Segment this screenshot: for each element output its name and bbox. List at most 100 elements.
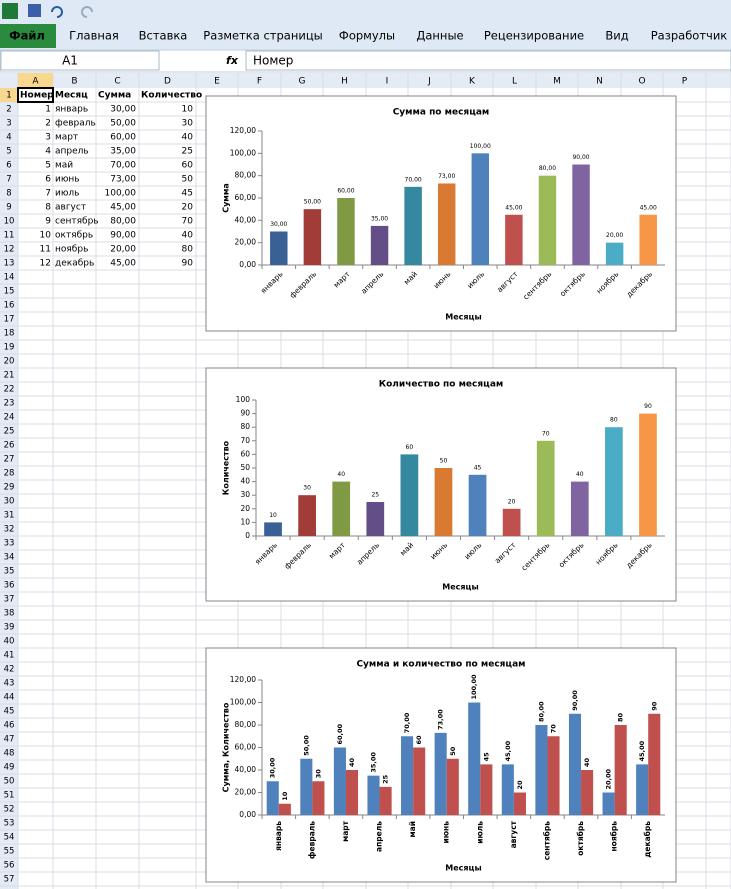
- formula-input[interactable]: [245, 50, 731, 71]
- cell[interactable]: 4: [45, 147, 51, 157]
- cell[interactable]: февраль: [55, 119, 96, 129]
- row-header[interactable]: 3: [6, 119, 11, 129]
- row-header[interactable]: 36: [4, 581, 15, 591]
- cell[interactable]: 45: [182, 189, 193, 199]
- row-header[interactable]: 47: [4, 735, 15, 745]
- cell[interactable]: 30: [182, 119, 194, 129]
- header-cell[interactable]: Месяц: [55, 91, 88, 101]
- column-header[interactable]: N: [596, 77, 603, 87]
- row-header[interactable]: 34: [4, 553, 15, 563]
- header-cell[interactable]: Количество: [141, 91, 202, 101]
- cell[interactable]: май: [55, 161, 73, 171]
- cell[interactable]: 45,00: [110, 259, 136, 269]
- row-header[interactable]: 49: [4, 763, 15, 773]
- column-header[interactable]: B: [71, 77, 77, 87]
- row-header[interactable]: 9: [6, 203, 11, 213]
- row-header[interactable]: 30: [4, 497, 15, 507]
- row-header[interactable]: 56: [4, 861, 15, 871]
- row-header[interactable]: 26: [4, 441, 15, 451]
- row-header[interactable]: 37: [4, 595, 15, 605]
- cell[interactable]: 40: [182, 231, 194, 241]
- cell[interactable]: 45,00: [110, 203, 136, 213]
- column-header[interactable]: P: [682, 77, 688, 87]
- cell[interactable]: сентябрь: [55, 217, 99, 227]
- column-header[interactable]: E: [214, 77, 220, 87]
- row-header[interactable]: 8: [6, 189, 11, 199]
- name-box[interactable]: [0, 50, 160, 71]
- row-header[interactable]: 43: [4, 679, 15, 689]
- row-header[interactable]: 27: [4, 455, 15, 465]
- row-header[interactable]: 29: [4, 483, 15, 493]
- ribbon-tab[interactable]: Рецензирование: [484, 29, 584, 43]
- column-header[interactable]: G: [299, 77, 306, 87]
- cell[interactable]: 20: [182, 203, 194, 213]
- row-header[interactable]: 4: [6, 133, 11, 143]
- cell[interactable]: июль: [55, 189, 79, 199]
- cell[interactable]: 80,00: [110, 217, 136, 227]
- cell[interactable]: 6: [45, 175, 51, 185]
- row-header[interactable]: 24: [4, 413, 15, 423]
- ribbon-tab[interactable]: Файл: [9, 29, 45, 43]
- cell[interactable]: 1: [45, 105, 51, 115]
- cell[interactable]: 8: [45, 203, 51, 213]
- header-cell[interactable]: Номер: [20, 91, 54, 101]
- row-header[interactable]: 19: [4, 343, 15, 353]
- cell[interactable]: октябрь: [55, 231, 93, 241]
- row-header[interactable]: 39: [4, 623, 15, 633]
- cell[interactable]: 60,00: [110, 133, 136, 143]
- row-header[interactable]: 20: [4, 357, 15, 367]
- ribbon-tab[interactable]: Разработчик: [651, 29, 728, 43]
- row-header[interactable]: 22: [4, 385, 15, 395]
- row-header[interactable]: 23: [4, 399, 15, 409]
- row-header[interactable]: 21: [4, 371, 15, 381]
- redo-icon[interactable]: [81, 6, 93, 18]
- row-header[interactable]: 12: [4, 245, 15, 255]
- row-header[interactable]: 38: [4, 609, 15, 619]
- cell[interactable]: 80: [182, 245, 194, 255]
- undo-icon[interactable]: [51, 6, 63, 18]
- row-header[interactable]: 32: [4, 525, 15, 535]
- row-header[interactable]: 42: [4, 665, 15, 675]
- cell[interactable]: июнь: [55, 175, 80, 185]
- cell[interactable]: 3: [45, 133, 51, 143]
- column-header[interactable]: K: [469, 77, 476, 87]
- row-header[interactable]: 50: [4, 777, 15, 787]
- cell[interactable]: 73,00: [110, 175, 136, 185]
- row-header[interactable]: 40: [4, 637, 15, 647]
- cell[interactable]: март: [55, 133, 78, 143]
- cell[interactable]: 70: [182, 217, 194, 227]
- row-header[interactable]: 6: [6, 161, 11, 171]
- cell[interactable]: 11: [40, 245, 51, 255]
- cell[interactable]: декабрь: [55, 259, 94, 269]
- cell[interactable]: 90,00: [110, 231, 136, 241]
- row-header[interactable]: 11: [4, 231, 15, 241]
- cell[interactable]: 70,00: [110, 161, 136, 171]
- row-header[interactable]: 13: [4, 259, 15, 269]
- row-header[interactable]: 55: [4, 847, 15, 857]
- cell[interactable]: 50: [182, 175, 194, 185]
- column-header[interactable]: I: [386, 77, 389, 87]
- cell[interactable]: 50,00: [110, 119, 136, 129]
- cell[interactable]: 40: [182, 133, 194, 143]
- row-header[interactable]: 7: [6, 175, 11, 185]
- row-header[interactable]: 51: [4, 791, 15, 801]
- row-header[interactable]: 41: [4, 651, 15, 661]
- row-header[interactable]: 16: [4, 301, 15, 311]
- column-header[interactable]: M: [553, 77, 561, 87]
- row-header[interactable]: 45: [4, 707, 15, 717]
- row-header[interactable]: 18: [4, 329, 15, 339]
- cell[interactable]: 10: [40, 231, 52, 241]
- column-header[interactable]: H: [341, 77, 348, 87]
- cell[interactable]: 10: [182, 105, 194, 115]
- row-header[interactable]: 28: [4, 469, 15, 479]
- save-icon[interactable]: [28, 4, 41, 17]
- row-header[interactable]: 25: [4, 427, 15, 437]
- cell[interactable]: 12: [40, 259, 51, 269]
- row-header[interactable]: 33: [4, 539, 15, 549]
- cell[interactable]: 20,00: [110, 245, 136, 255]
- row-header[interactable]: 46: [4, 721, 15, 731]
- cell[interactable]: 100,00: [105, 189, 137, 199]
- row-header[interactable]: 14: [4, 273, 15, 283]
- ribbon-tab[interactable]: Разметка страницы: [203, 29, 322, 43]
- row-header[interactable]: 35: [4, 567, 15, 577]
